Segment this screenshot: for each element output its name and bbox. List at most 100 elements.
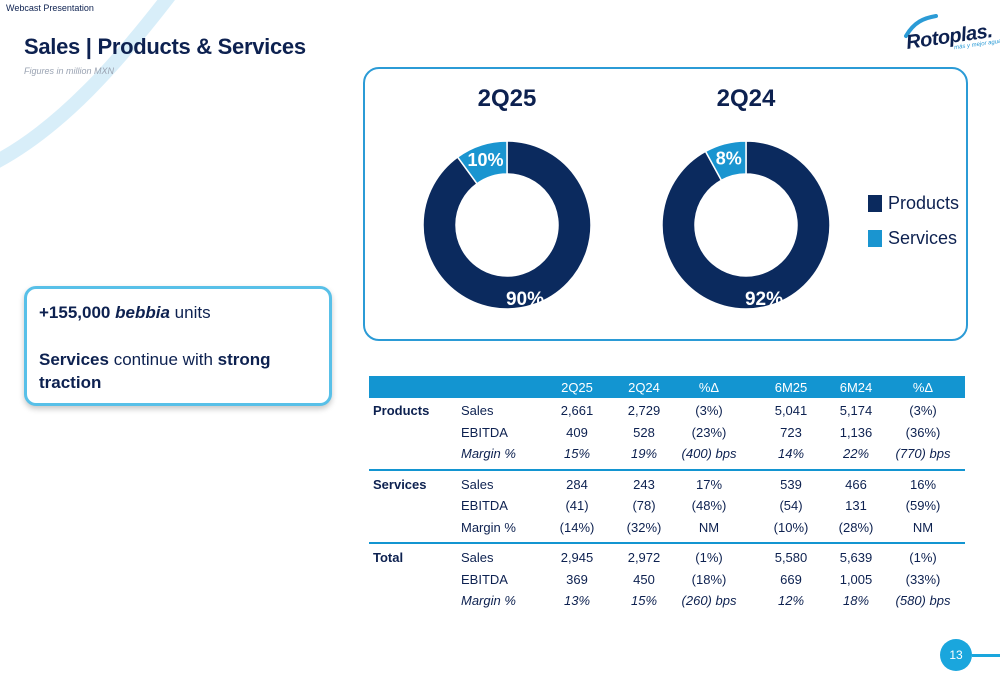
table-cell: 13% xyxy=(563,593,591,608)
column-header: 2Q25 xyxy=(561,380,593,395)
table-cell: (1%) xyxy=(695,550,723,565)
table-cell: (14%) xyxy=(559,519,595,535)
table-cell: 669 xyxy=(780,571,802,587)
table-cell: 528 xyxy=(633,424,655,440)
table-cell: (59%) xyxy=(905,498,941,513)
table-cell: 14% xyxy=(777,446,805,461)
table-row: EBITDA 409 528 (23%) 723 1,136 (36%) xyxy=(369,422,965,444)
chart-title-2q24: 2Q24 xyxy=(717,85,776,112)
table-cell: 15% xyxy=(563,446,591,461)
table-row: Total Sales 2,945 2,972 (1%) 5,580 5,639 (1%) xyxy=(369,547,965,569)
chart-legend: Products Services xyxy=(868,193,959,263)
row-label: EBITDA xyxy=(461,498,508,513)
table-cell: 5,174 xyxy=(839,403,873,418)
table-row: Margin % (14%) (32%) NM (10%) (28%) NM xyxy=(369,517,965,539)
units-text: units xyxy=(174,303,211,322)
table-cell: 16% xyxy=(909,476,937,492)
table-row: Margin % 13% 15% (260) bps 12% 18% (580) bps xyxy=(369,590,965,612)
donut-slice-2q25-products xyxy=(422,140,592,310)
rotoplas-logo: Rotoplas. más y mejor agua xyxy=(896,14,1000,56)
table-cell: 243 xyxy=(633,476,655,492)
donut-slice-2q25-services xyxy=(456,140,508,185)
presentation-tag: Webcast Presentation xyxy=(6,3,94,13)
table-cell: (54) xyxy=(779,498,803,513)
table-cell: 5,639 xyxy=(839,550,873,565)
data-label-2q25-services: 10% xyxy=(468,150,504,170)
table-cell: 22% xyxy=(842,446,870,461)
table-cell: (41) xyxy=(565,498,589,513)
table-cell: (400) bps xyxy=(681,446,737,461)
table-cell: 2,729 xyxy=(627,403,661,418)
page-number: 13 xyxy=(940,639,972,671)
data-label-2q24-services: 8% xyxy=(716,149,742,169)
table-cell: 131 xyxy=(845,498,867,513)
table-cell: 369 xyxy=(566,571,588,587)
table-cell: 12% xyxy=(777,593,805,608)
table-cell: 1,136 xyxy=(839,424,873,440)
table-header: 2Q25 2Q24 %Δ 6M25 6M24 %Δ xyxy=(369,376,965,398)
table-cell: 17% xyxy=(695,476,723,492)
table-row: EBITDA 369 450 (18%) 669 1,005 (33%) xyxy=(369,569,965,591)
table-cell: 15% xyxy=(630,593,658,608)
table-cell: (3%) xyxy=(909,403,937,418)
table-cell: (78) xyxy=(632,498,656,513)
page-number-line xyxy=(972,654,1000,657)
table-cell: 539 xyxy=(780,476,802,492)
table-cell: (1%) xyxy=(909,550,937,565)
group-label: Products xyxy=(373,403,430,418)
page-subtitle: Figures in million MXN xyxy=(24,66,115,76)
table-cell: 19% xyxy=(630,446,658,461)
table-cell: NM xyxy=(698,519,720,535)
callout-line-2: Services continue with strong traction xyxy=(39,348,317,394)
donut-slice-2q24-products xyxy=(661,140,831,310)
traction-strong: strong traction xyxy=(39,350,271,392)
table-cell: (770) bps xyxy=(895,446,951,461)
row-label: EBITDA xyxy=(461,571,508,587)
decorative-swoosh xyxy=(0,0,175,168)
row-label: Sales xyxy=(461,550,494,565)
data-label-2q24-products: 92% xyxy=(745,289,783,310)
table-cell: (32%) xyxy=(626,519,662,535)
table-cell: (36%) xyxy=(905,424,941,440)
units-count: +155,000 xyxy=(39,303,111,322)
donut-slice-2q24-services xyxy=(704,140,747,182)
table-cell: 284 xyxy=(566,476,588,492)
data-label-2q25-products: 90% xyxy=(506,289,544,310)
table-cell: (3%) xyxy=(695,403,723,418)
table-row: Products Sales 2,661 2,729 (3%) 5,041 5,174 (3%… xyxy=(369,400,965,422)
table-cell: 18% xyxy=(842,593,870,608)
table-cell: (48%) xyxy=(691,498,727,513)
table-cell: (33%) xyxy=(905,571,941,587)
table-cell: (18%) xyxy=(691,571,727,587)
table-cell: 5,580 xyxy=(774,550,808,565)
services-strong: Services xyxy=(39,350,109,369)
legend-item-products: Products xyxy=(868,193,959,214)
table-divider xyxy=(369,468,965,471)
table-divider xyxy=(369,542,965,544)
legend-label-products: Products xyxy=(888,193,960,213)
table-cell: NM xyxy=(912,519,934,535)
table-cell: 2,972 xyxy=(627,550,661,565)
financial-table: 2Q25 2Q24 %Δ 6M25 6M24 %Δ Products Sales 2,661 2… xyxy=(369,376,965,612)
legend-label-services: Services xyxy=(888,228,958,248)
column-header: %Δ xyxy=(698,380,720,395)
row-label: Margin % xyxy=(461,446,516,461)
column-header: %Δ xyxy=(912,380,934,395)
column-header: 2Q24 xyxy=(628,380,660,395)
row-label: Margin % xyxy=(461,519,516,535)
group-label: Services xyxy=(373,476,427,492)
services-mid: continue with xyxy=(113,350,213,369)
table-cell: 5,041 xyxy=(774,403,808,418)
page-title: Sales | Products & Services xyxy=(24,34,306,59)
table-row: EBITDA (41) (78) (48%) (54) 131 (59%) xyxy=(369,495,965,517)
table-cell: 450 xyxy=(633,571,655,587)
table-cell: 2,945 xyxy=(560,550,594,565)
row-label: Sales xyxy=(461,476,494,492)
column-header: 6M25 xyxy=(774,380,808,395)
table-cell: 1,005 xyxy=(839,571,873,587)
legend-swatch-services xyxy=(868,230,882,247)
table-cell: 723 xyxy=(780,424,802,440)
row-label: Sales xyxy=(461,403,494,418)
legend-swatch-products xyxy=(868,195,882,212)
row-label: Margin % xyxy=(461,593,516,608)
